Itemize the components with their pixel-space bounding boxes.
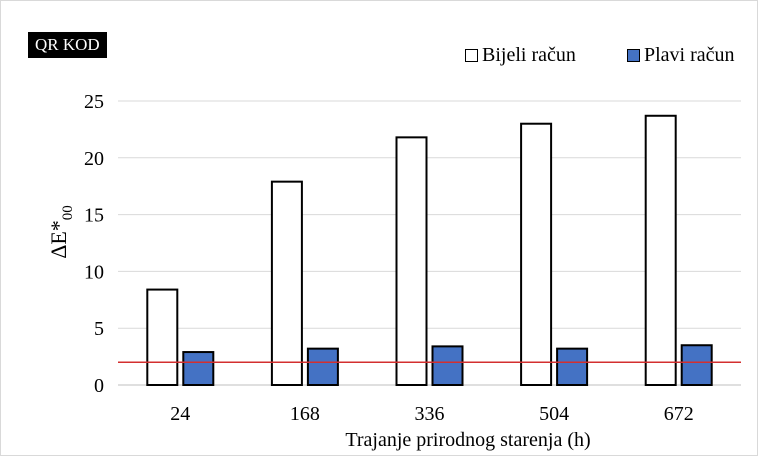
y-tick-label: 10 [84,261,104,283]
y-tick-label: 0 [94,375,104,397]
bar-bijeli [521,124,551,385]
y-tick-label: 5 [94,318,104,340]
bar-plavi [557,349,587,385]
y-tick-label: 20 [84,148,104,170]
bar-plavi [433,346,463,385]
bar-plavi [682,345,712,385]
bar-bijeli [397,137,427,385]
y-axis-label: ΔE*00 [46,205,76,259]
y-tick-label: 25 [84,91,104,113]
x-axis-label: Trajanje prirodnog starenja (h) [345,429,590,451]
x-tick-label: 672 [664,403,694,425]
x-tick-label: 168 [290,403,320,425]
y-tick-label: 15 [84,205,104,227]
y-axis-label-subscript: 00 [60,205,76,220]
bar-plavi [308,349,338,385]
x-tick-label: 24 [170,403,190,425]
x-tick-label: 336 [415,403,445,425]
y-axis-label-main: ΔE* [46,220,71,259]
bar-bijeli [272,182,302,385]
x-tick-label: 504 [539,403,569,425]
bar-bijeli [147,290,177,385]
bar-plavi [183,352,213,385]
bar-bijeli [646,116,676,385]
